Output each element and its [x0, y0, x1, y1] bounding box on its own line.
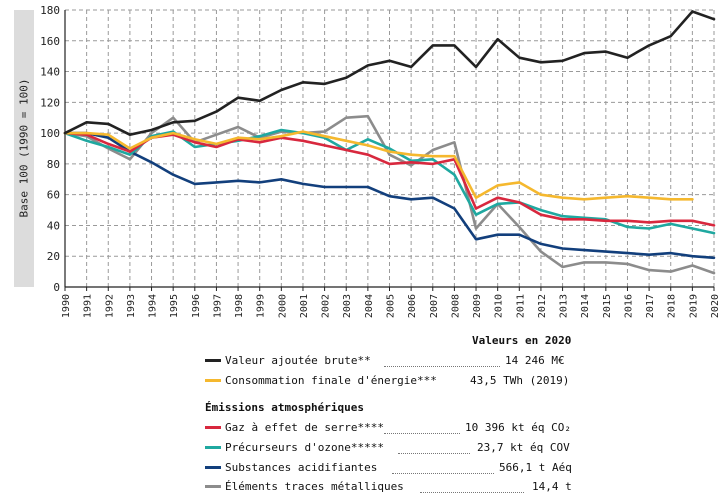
x-tick-label: 2010: [494, 294, 505, 318]
x-tick-label: 2002: [321, 294, 332, 318]
y-tick-label: 20: [47, 250, 60, 263]
x-tick-label: 2020: [710, 294, 721, 318]
x-tick-label: 1995: [169, 294, 180, 318]
y-tick-label: 180: [40, 4, 60, 17]
x-tick-label: 1993: [126, 294, 137, 318]
series-line-valeur: [63, 10, 716, 136]
x-tick-label: 1994: [148, 294, 159, 318]
x-tick-label: 2009: [472, 294, 483, 318]
x-tick-label: 2019: [688, 294, 699, 318]
x-tick-label: 1996: [191, 294, 202, 318]
x-tick-label: 2008: [450, 294, 461, 318]
x-tick-label: 2018: [667, 294, 678, 318]
y-axis-label-box: [14, 10, 34, 287]
x-tick-label: 2001: [299, 294, 310, 318]
y-tick-label: 40: [47, 219, 60, 232]
series-line-conso: [63, 130, 694, 201]
x-tick-label: 2005: [386, 294, 397, 318]
x-tick-label: 2015: [602, 294, 613, 318]
y-tick-label: 120: [40, 96, 60, 109]
x-tick-label: 2016: [623, 294, 634, 318]
y-tick-label: 0: [53, 281, 60, 294]
x-tick-label: 1999: [256, 294, 267, 318]
series-line-ozone: [63, 128, 716, 235]
x-tick-label: 2014: [580, 294, 591, 318]
x-tick-label: 2011: [515, 294, 526, 318]
x-tick-label: 2007: [429, 294, 440, 318]
series-line-ges: [63, 131, 716, 227]
x-tick-label: 2006: [407, 294, 418, 318]
y-tick-label: 80: [47, 158, 60, 171]
x-tick-label: 2013: [559, 294, 570, 318]
x-tick-label: 1990: [61, 294, 72, 318]
x-tick-label: 2000: [277, 294, 288, 318]
x-tick-label: 2004: [364, 294, 375, 318]
series-line-acid: [63, 131, 716, 260]
y-tick-label: 100: [40, 127, 60, 140]
axes: 0 20 40 60 80 100 120 140 160 180 1990 1991 1992 1993…: [40, 4, 721, 318]
y-tick-label: 60: [47, 189, 60, 202]
x-tick-label: 1998: [234, 294, 245, 318]
x-tick-label: 1992: [104, 294, 115, 318]
x-tick-label: 2017: [645, 294, 656, 318]
y-tick-label: 160: [40, 35, 60, 48]
series-line-etm: [63, 114, 716, 275]
y-tick-label: 140: [40, 66, 60, 79]
series-lines: [63, 10, 716, 275]
x-tick-label: 2012: [537, 294, 548, 318]
x-tick-label: 1991: [83, 294, 94, 318]
x-tick-label: 1997: [212, 294, 223, 318]
x-tick-label: 2003: [342, 294, 353, 318]
y-axis-label: Base 100 (1990 = 100): [17, 78, 31, 218]
